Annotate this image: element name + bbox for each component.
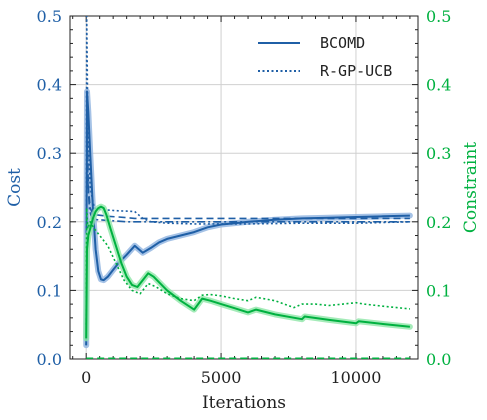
series-line-constraint-solid: [85, 205, 411, 339]
y-right-tick-label: 0.4: [426, 76, 451, 95]
legend-label: R-GP-UCB: [320, 62, 392, 80]
legend: BCOMD R-GP-UCB: [258, 34, 392, 80]
series-line-cost-solid: [85, 90, 410, 346]
x-axis-title: Iterations: [202, 393, 286, 413]
y-left-tick-label: 0.3: [37, 144, 62, 163]
y-left-tick-label: 0.0: [37, 350, 62, 369]
legend-label: BCOMD: [320, 34, 365, 52]
series-line-cost-dashed: [85, 111, 410, 325]
series-line-cost-dotted: [85, 16, 410, 346]
y-left-tick-label: 0.1: [37, 281, 62, 300]
y-right-tick-label: 0.2: [426, 213, 451, 232]
x-tick-label: 0: [81, 368, 91, 387]
x-tick-label: 10000: [331, 368, 382, 387]
y-right-axis-title: Constraint: [461, 142, 481, 233]
y-right-tick-label: 0.1: [426, 281, 451, 300]
x-tick-label: 5000: [201, 368, 242, 387]
y-left-axis-title: Cost: [5, 168, 25, 207]
series-group: [83, 16, 413, 359]
series-line-constraint-dotted: [85, 207, 410, 325]
series-line-cost-dashdot: [85, 131, 410, 325]
series-band: [83, 203, 413, 342]
y-right-tick-label: 0.5: [426, 7, 451, 26]
y-left-tick-label: 0.5: [37, 7, 62, 26]
y-right-tick-label: 0.0: [426, 350, 451, 369]
y-right-tick-label: 0.3: [426, 144, 451, 163]
y-left-tick-label: 0.4: [37, 76, 62, 95]
y-left-tick-label: 0.2: [37, 213, 62, 232]
